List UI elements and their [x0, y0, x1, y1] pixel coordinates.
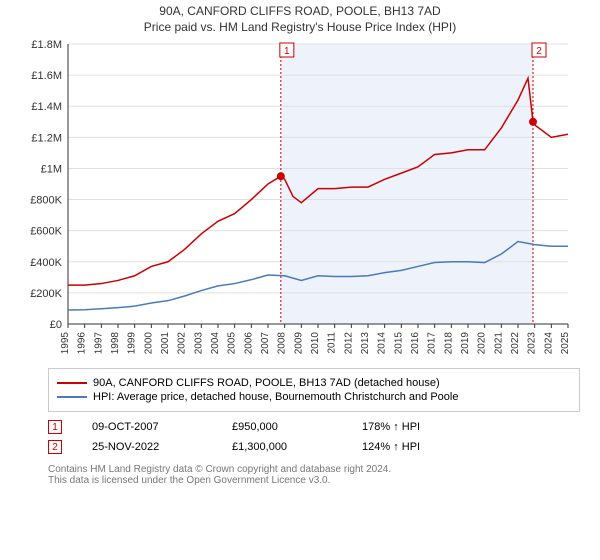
svg-text:1999: 1999: [127, 332, 138, 355]
marker-badge: 2: [48, 440, 62, 454]
svg-text:2014: 2014: [377, 332, 388, 355]
svg-text:2012: 2012: [343, 332, 354, 355]
svg-text:2005: 2005: [227, 332, 238, 355]
svg-text:2017: 2017: [427, 332, 438, 355]
svg-text:2019: 2019: [460, 332, 471, 355]
marker-row: 1 09-OCT-2007 £950,000 178% ↑ HPI: [48, 420, 580, 434]
svg-text:2024: 2024: [543, 332, 554, 355]
legend-label: 90A, CANFORD CLIFFS ROAD, POOLE, BH13 7A…: [93, 377, 440, 389]
svg-text:1: 1: [284, 46, 290, 57]
svg-text:2000: 2000: [143, 332, 154, 355]
svg-text:2016: 2016: [410, 332, 421, 355]
svg-text:2015: 2015: [393, 332, 404, 355]
marker-price: £1,300,000: [232, 441, 332, 453]
legend-item: HPI: Average price, detached house, Bour…: [57, 391, 571, 403]
svg-text:£800K: £800K: [30, 195, 62, 207]
svg-text:2021: 2021: [493, 332, 504, 355]
svg-text:2002: 2002: [177, 332, 188, 355]
svg-text:£600K: £600K: [30, 226, 62, 238]
svg-text:2008: 2008: [277, 332, 288, 355]
svg-text:1995: 1995: [60, 332, 71, 355]
svg-text:£1.6M: £1.6M: [31, 70, 62, 82]
svg-text:2004: 2004: [210, 332, 221, 355]
footer-line: Contains HM Land Registry data © Crown c…: [48, 464, 580, 475]
svg-text:1998: 1998: [110, 332, 121, 355]
svg-text:2006: 2006: [243, 332, 254, 355]
svg-text:£1.4M: £1.4M: [31, 101, 62, 113]
svg-text:2022: 2022: [510, 332, 521, 355]
chart-subtitle: Price paid vs. HM Land Registry's House …: [0, 20, 600, 34]
svg-text:2003: 2003: [193, 332, 204, 355]
svg-text:2018: 2018: [443, 332, 454, 355]
svg-text:2013: 2013: [360, 332, 371, 355]
legend-swatch: [57, 382, 87, 384]
marker-price: £950,000: [232, 421, 332, 433]
svg-text:£1.8M: £1.8M: [31, 39, 62, 51]
svg-text:2007: 2007: [260, 332, 271, 355]
chart-footer: Contains HM Land Registry data © Crown c…: [48, 464, 580, 486]
svg-text:£1.2M: £1.2M: [31, 132, 62, 144]
svg-text:2023: 2023: [527, 332, 538, 355]
chart-titles: 90A, CANFORD CLIFFS ROAD, POOLE, BH13 7A…: [0, 0, 600, 34]
svg-text:2010: 2010: [310, 332, 321, 355]
svg-text:1997: 1997: [93, 332, 104, 355]
svg-text:2001: 2001: [160, 332, 171, 355]
svg-text:1996: 1996: [77, 332, 88, 355]
marker-badge: 1: [48, 420, 62, 434]
svg-text:2011: 2011: [327, 332, 338, 354]
svg-text:£200K: £200K: [30, 288, 62, 300]
legend-label: HPI: Average price, detached house, Bour…: [93, 391, 458, 403]
legend-swatch: [57, 396, 87, 398]
price-chart: £0 £200K £400K £600K £800K £1M £1.2M £1.4M £1.6M…: [20, 34, 580, 364]
marker-pct: 178% ↑ HPI: [362, 421, 420, 433]
marker-date: 09-OCT-2007: [92, 421, 202, 433]
svg-text:2009: 2009: [293, 332, 304, 355]
svg-text:£1M: £1M: [41, 163, 62, 175]
marker-table: 1 09-OCT-2007 £950,000 178% ↑ HPI 2 25-N…: [48, 420, 580, 454]
svg-text:2020: 2020: [477, 332, 488, 355]
chart-title: 90A, CANFORD CLIFFS ROAD, POOLE, BH13 7A…: [0, 4, 600, 18]
svg-text:£0: £0: [50, 319, 62, 331]
marker-row: 2 25-NOV-2022 £1,300,000 124% ↑ HPI: [48, 440, 580, 454]
svg-text:£400K: £400K: [30, 257, 62, 269]
svg-text:2: 2: [536, 46, 542, 57]
marker-pct: 124% ↑ HPI: [362, 441, 420, 453]
footer-line: This data is licensed under the Open Gov…: [48, 475, 580, 486]
legend: 90A, CANFORD CLIFFS ROAD, POOLE, BH13 7A…: [48, 368, 580, 412]
legend-item: 90A, CANFORD CLIFFS ROAD, POOLE, BH13 7A…: [57, 377, 571, 389]
svg-text:2025: 2025: [560, 332, 571, 355]
marker-date: 25-NOV-2022: [92, 441, 202, 453]
